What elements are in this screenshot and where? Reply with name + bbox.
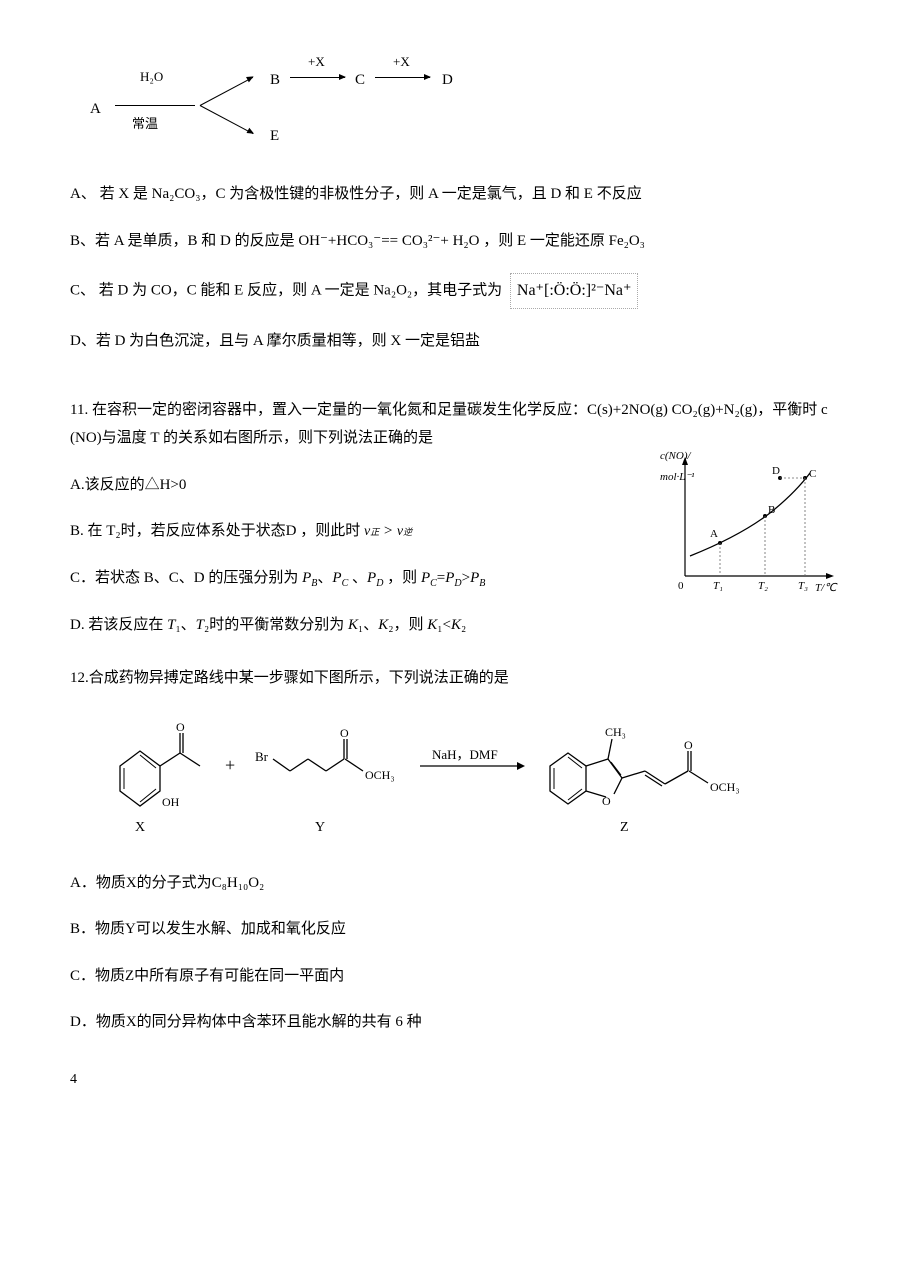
question-11: 11. 在容积一定的密闭容器中，置入一定量的一氧化氮和足量碳发生化学反应：C(s… [70,396,850,640]
label-plusx2: +X [393,50,410,75]
q12-chemistry-diagram: O OH X + Br O OCH₃ Y NaH，DMF [90,711,850,851]
question-12: 12.合成药物异搏定路线中某一步骤如下图所示，下列说法正确的是 O OH X +… [70,664,850,1037]
reaction-diagram: A H₂O 常温 B +X C +X D E [90,60,850,150]
q12-option-b: B．物质Y可以发生水解、加成和氧化反应 [70,915,850,944]
graph-ylabel2: mol·L⁻¹ [660,471,694,483]
svg-text:Y: Y [315,820,325,835]
svg-text:OCH₃: OCH₃ [365,768,395,782]
graph-ylabel1: c(NO)/ [660,450,691,462]
node-b: B [270,66,280,95]
svg-text:O: O [602,794,611,808]
label-h2o: H₂O [140,65,163,90]
arrow-bc [290,77,345,78]
node-e: E [270,122,279,151]
q11-option-b: B. 在 T₂时，若反应体系处于状态D ，则此时 v正 > v逆 [70,517,590,546]
svg-text:A: A [710,528,718,540]
q12-stem: 12.合成药物异搏定路线中某一步骤如下图所示，下列说法正确的是 [70,664,850,693]
svg-text:OH: OH [162,795,180,809]
svg-text:D: D [772,465,780,477]
q10-option-d: D、若 D 为白色沉淀，且与 A 摩尔质量相等，则 X 一定是铝盐 [70,327,850,356]
svg-text:O: O [684,738,693,752]
q12-option-c: C．物质Z中所有原子有可能在同一平面内 [70,962,850,991]
svg-text:Br: Br [255,749,269,764]
q11-stem: 11. 在容积一定的密闭容器中，置入一定量的一氧化氮和足量碳发生化学反应：C(s… [70,396,850,453]
svg-text:C: C [809,468,816,480]
arrow-ab [200,77,253,106]
svg-text:T₂: T₂ [758,580,768,592]
label-plusx1: +X [308,50,325,75]
svg-text:B: B [768,504,775,516]
page-number: 4 [70,1067,850,1094]
arrow-ae [200,105,253,134]
q10-optc-text: C、 若 D 为 CO，C 能和 E 反应，则 A 一定是 Na₂O₂，其电子式… [70,283,502,299]
q10-option-b: B、若 A 是单质，B 和 D 的反应是 OH⁻+HCO₃⁻== CO₃²⁻+ … [70,227,850,256]
node-d: D [442,66,453,95]
q11-option-a: A.该反应的△H>0 [70,471,590,500]
svg-text:CH₃: CH₃ [605,725,626,739]
q10-option-a: A、 若 X 是 Na₂CO₃，C 为含极性键的非极性分子，则 A 一定是氯气，… [70,180,850,209]
svg-text:X: X [135,820,145,835]
q11-optb-text: B. 在 T₂时，若反应体系处于状态D ，则此时 [70,523,360,539]
svg-text:+: + [225,755,235,775]
arrow-cd [375,77,430,78]
svg-text:T₃: T₃ [798,580,808,592]
q12-option-d: D．物质X的同分异构体中含苯环且能水解的共有 6 种 [70,1008,850,1037]
svg-text:0: 0 [678,580,684,592]
svg-text:O: O [340,726,349,740]
q11-optb-formula: v正 > v逆 [364,523,412,539]
electron-formula: Na⁺[:Ö:Ö:]²⁻Na⁺ [510,273,639,309]
svg-text:NaH，DMF: NaH，DMF [432,747,498,762]
svg-text:Z: Z [620,820,629,835]
svg-text:OCH₃: OCH₃ [710,780,740,794]
node-a: A [90,95,101,124]
q12-option-a: A．物质X的分子式为C₈H₁₀O₂ [70,869,850,898]
svg-text:O: O [176,720,185,734]
q11-graph: A B C D 0 T₁ T₂ T₃ T/℃ c(NO)/ mol·L⁻¹ [660,451,840,601]
node-c: C [355,66,365,95]
q10-option-c: C、 若 D 为 CO，C 能和 E 反应，则 A 一定是 Na₂O₂，其电子式… [70,273,850,309]
hline [115,105,195,106]
svg-text:T/℃: T/℃ [815,582,838,594]
q11-option-d: D. 若该反应在 T₁、T₂时的平衡常数分别为 K₁、K₂，则 K₁<K₂ [70,611,850,640]
label-changwen: 常温 [132,112,158,137]
svg-text:T₁: T₁ [713,580,723,592]
